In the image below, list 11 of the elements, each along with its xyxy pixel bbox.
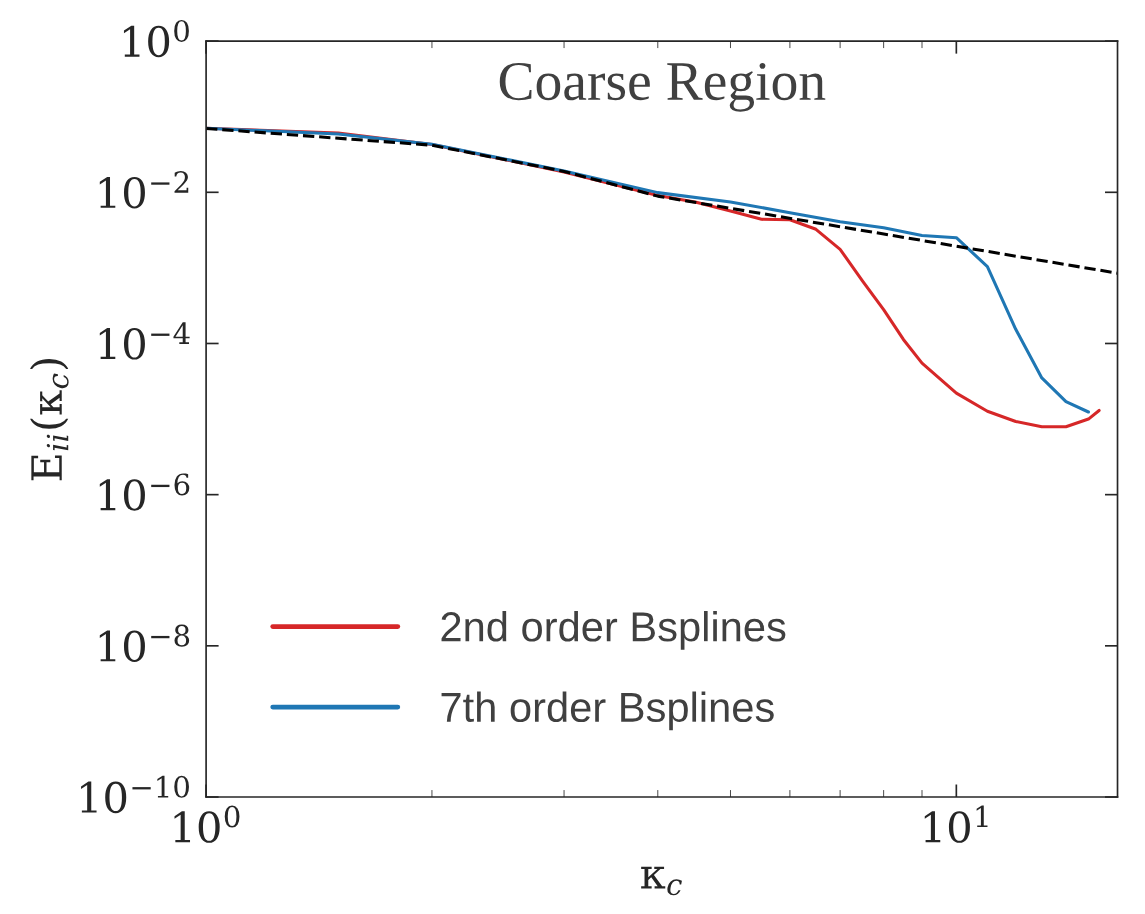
y-tick-label: 10$^{−6}$ bbox=[99, 473, 190, 511]
x-tick-label: 10$^{1}$ bbox=[924, 805, 988, 843]
legend-label: 7th order Bsplines bbox=[441, 691, 774, 731]
y-tick-label: 10$^{0}$ bbox=[123, 19, 189, 58]
y-tick-label: 10$^{−8}$ bbox=[99, 624, 190, 662]
x-axis-title: κ$_{c}$ bbox=[641, 866, 682, 896]
legend-label: 2nd order Bsplines bbox=[441, 610, 786, 650]
y-tick-label: 10$^{−4}$ bbox=[99, 322, 190, 360]
y-tick-label: 10$^{−2}$ bbox=[99, 171, 189, 209]
y-axis-title: E$_{ii}$(κ$_{c}$) bbox=[30, 359, 69, 481]
chart-title: Coarse Region bbox=[499, 62, 826, 112]
